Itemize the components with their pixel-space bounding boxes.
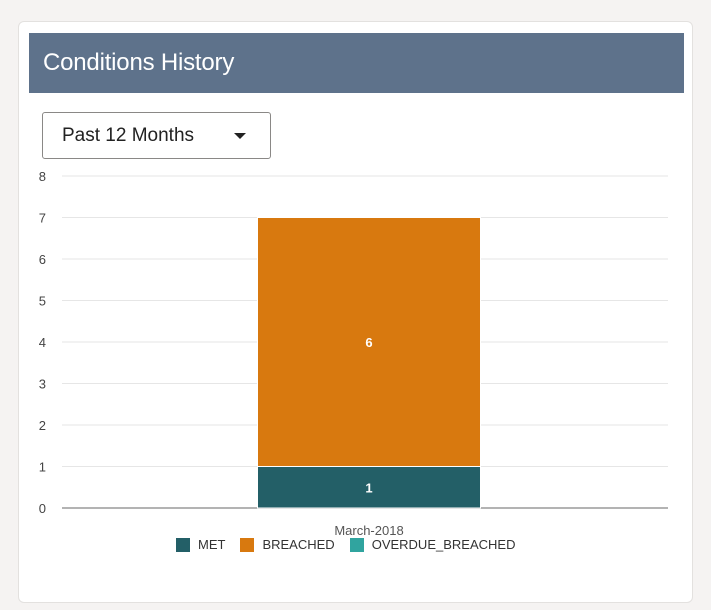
x-axis-labels: March-2018 xyxy=(334,523,403,538)
bar-segment-met[interactable] xyxy=(257,466,481,509)
legend-label-met: MET xyxy=(198,537,226,552)
legend-item-overdue-breached[interactable]: OVERDUE_BREACHED xyxy=(349,537,516,552)
x-tick-label: March-2018 xyxy=(334,523,403,538)
legend-swatch-breached xyxy=(240,537,255,552)
bar-segment-breached[interactable] xyxy=(257,217,481,467)
y-axis-ticks: 0 1 2 3 4 5 6 7 8 xyxy=(39,169,46,516)
chart-bars: 16 xyxy=(257,217,481,509)
y-tick-label: 0 xyxy=(39,501,46,516)
y-tick-label: 5 xyxy=(39,294,46,309)
legend-item-breached[interactable]: BREACHED xyxy=(240,537,335,552)
legend-swatch-overdue-breached xyxy=(349,537,364,552)
period-dropdown-value: Past 12 Months xyxy=(62,124,195,146)
legend-label-breached: BREACHED xyxy=(262,537,335,552)
y-tick-label: 2 xyxy=(39,418,46,433)
legend-label-overdue-breached: OVERDUE_BREACHED xyxy=(371,537,516,552)
data-label-breached: 6 xyxy=(365,335,372,350)
y-tick-label: 3 xyxy=(39,377,46,392)
y-tick-label: 6 xyxy=(39,252,46,267)
data-label-met: 1 xyxy=(365,480,372,495)
legend-swatch-met xyxy=(176,537,190,552)
card-header: Conditions History xyxy=(29,33,684,93)
legend-item-met[interactable]: MET xyxy=(176,537,225,552)
period-dropdown[interactable]: Past 12 Months xyxy=(42,112,271,159)
y-tick-label: 8 xyxy=(39,169,46,184)
chart-legend: MET BREACHED OVERDUE_BREACHED xyxy=(176,537,515,552)
y-tick-label: 4 xyxy=(39,335,46,350)
y-tick-label: 1 xyxy=(39,460,46,475)
y-tick-label: 7 xyxy=(39,211,46,226)
caret-down-icon xyxy=(234,133,246,139)
card-title: Conditions History xyxy=(43,49,235,76)
